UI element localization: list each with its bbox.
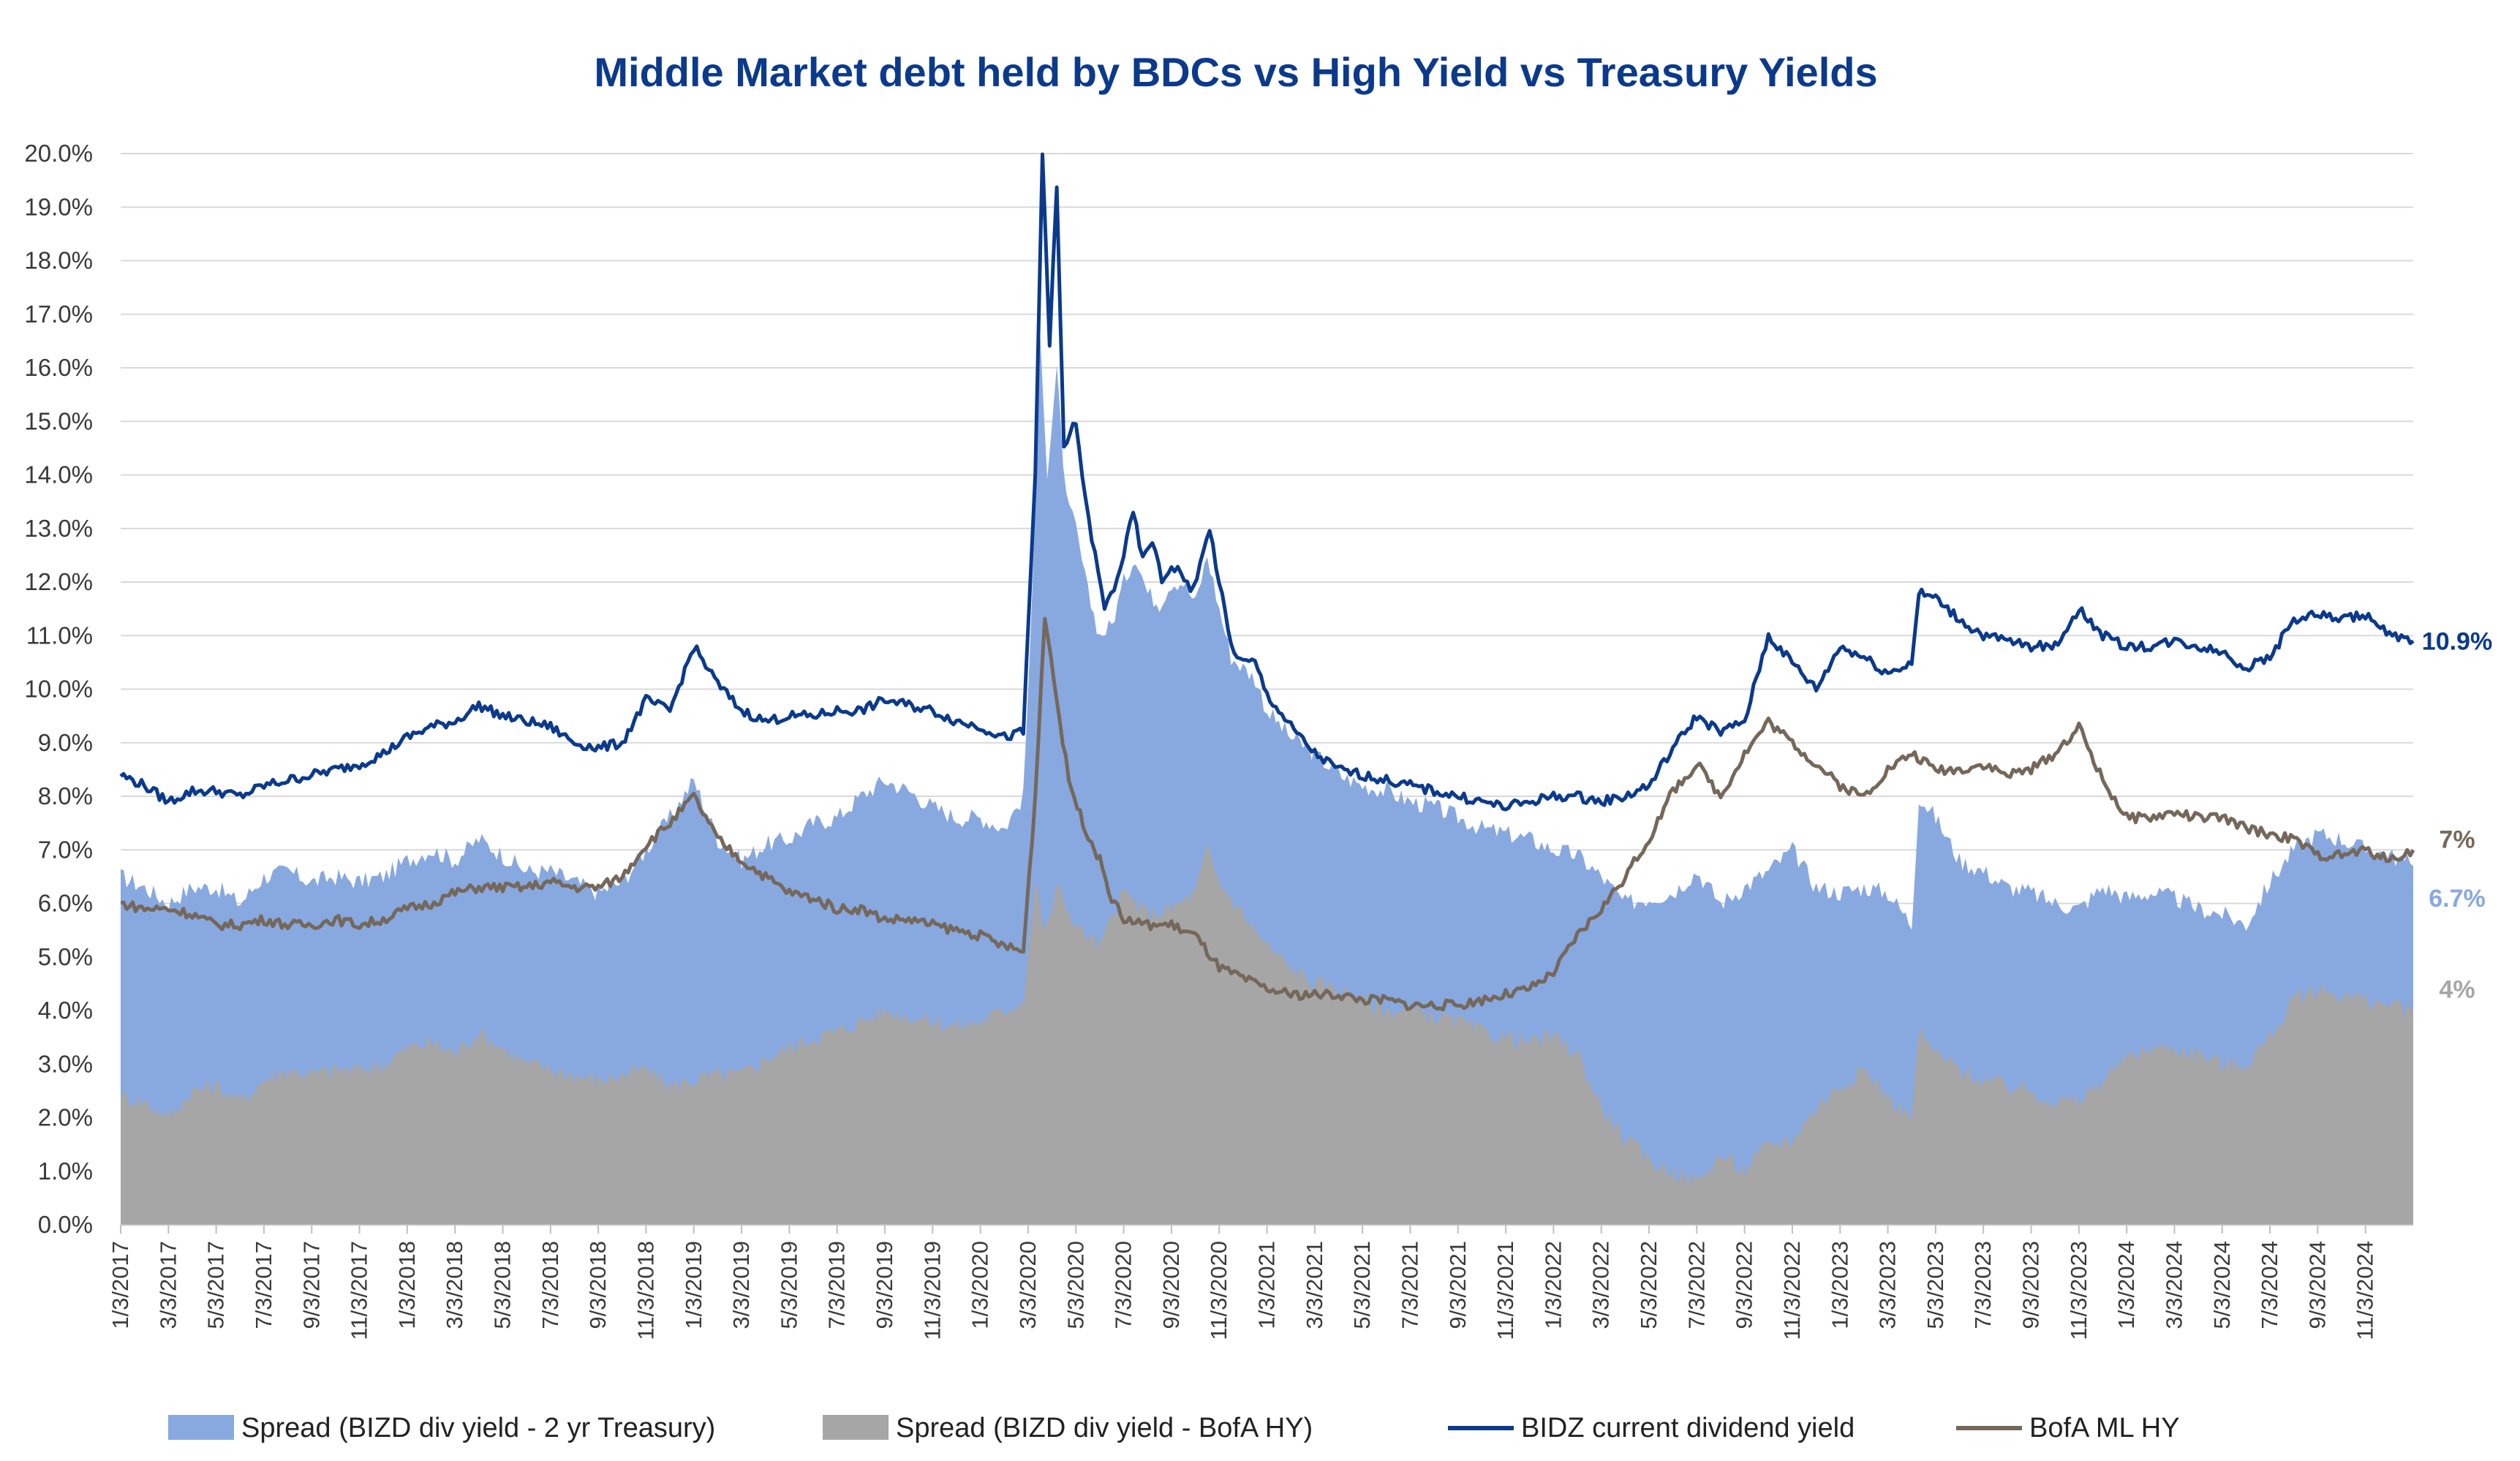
y-tick-label: 20.0% <box>24 140 93 167</box>
legend-label: BIDZ current dividend yield <box>1521 1413 1855 1443</box>
x-tick-label: 9/3/2020 <box>1158 1241 1184 1329</box>
y-tick-label: 15.0% <box>24 407 93 434</box>
x-tick-label: 9/3/2021 <box>1445 1241 1471 1329</box>
x-tick-label: 5/3/2020 <box>1063 1241 1088 1329</box>
line-3 <box>120 616 2415 1012</box>
x-tick-label: 1/3/2023 <box>1827 1241 1852 1329</box>
x-tick-label: 9/3/2017 <box>298 1241 324 1329</box>
area-1 <box>121 845 2413 1225</box>
x-tick-label: 9/3/2023 <box>2018 1241 2044 1329</box>
x-axis <box>120 1224 2413 1234</box>
x-tick-label: 9/3/2018 <box>585 1241 611 1329</box>
x-tick-label: 11/3/2024 <box>2353 1241 2378 1340</box>
x-tick-label: 1/3/2018 <box>394 1241 420 1329</box>
y-tick-label: 0.0% <box>38 1211 93 1238</box>
series-end-labels: 10.9% 7% 6.7% 4% <box>2422 628 2492 1004</box>
y-tick-label: 2.0% <box>38 1104 93 1131</box>
y-tick-label: 1.0% <box>38 1158 93 1185</box>
legend-swatch <box>823 1415 889 1440</box>
x-tick-label: 5/3/2017 <box>203 1241 229 1329</box>
y-tick-label: 4.0% <box>38 997 93 1024</box>
x-tick-label: 5/3/2018 <box>490 1241 516 1329</box>
x-tick-label: 11/3/2022 <box>1779 1241 1805 1340</box>
y-tick-label: 19.0% <box>24 193 93 220</box>
x-tick-label: 3/3/2019 <box>728 1241 754 1329</box>
x-tick-label: 7/3/2017 <box>251 1241 276 1329</box>
x-tick-label: 1/3/2024 <box>2113 1241 2139 1329</box>
area-series <box>121 333 2413 1225</box>
x-tick-label: 7/3/2024 <box>2257 1241 2282 1329</box>
y-tick-label: 3.0% <box>38 1050 93 1077</box>
y-tick-label: 16.0% <box>24 354 93 381</box>
x-tick-label: 3/3/2017 <box>155 1241 181 1329</box>
x-tick-label: 1/3/2017 <box>107 1241 133 1329</box>
line-2 <box>119 152 2415 812</box>
x-tick-label: 3/3/2024 <box>2161 1241 2187 1329</box>
x-tick-label: 5/3/2021 <box>1349 1241 1375 1329</box>
x-tick-label: 11/3/2020 <box>1206 1241 1231 1340</box>
legend: Spread (BIZD div yield - 2 yr Treasury) S… <box>168 1413 2180 1443</box>
x-tick-label: 1/3/2021 <box>1254 1241 1280 1329</box>
x-tick-label: 3/3/2018 <box>442 1241 467 1329</box>
end-label: 6.7% <box>2429 885 2486 913</box>
x-tick-label: 1/3/2022 <box>1540 1241 1566 1329</box>
y-tick-label: 18.0% <box>24 247 93 274</box>
x-tick-label: 3/3/2023 <box>1875 1241 1901 1329</box>
x-tick-label: 3/3/2021 <box>1302 1241 1327 1329</box>
x-tick-label: 9/3/2022 <box>1732 1241 1757 1329</box>
x-tick-label: 11/3/2018 <box>633 1241 658 1340</box>
area-0 <box>121 333 2413 1225</box>
end-label: 7% <box>2439 826 2475 854</box>
y-tick-label: 7.0% <box>38 836 93 863</box>
legend-swatch <box>168 1415 234 1440</box>
x-tick-label: 7/3/2023 <box>1970 1241 1996 1329</box>
x-tick-label: 11/3/2023 <box>2066 1241 2091 1340</box>
y-tick-label: 14.0% <box>24 461 93 488</box>
end-label: 10.9% <box>2422 628 2492 656</box>
y-axis-labels: 0.0% 1.0% 2.0% 3.0% 4.0% 5.0% 6.0% 7.0% 8.0% 9.0%… <box>24 140 93 1238</box>
y-tick-label: 11.0% <box>26 622 93 649</box>
line-series <box>119 152 2415 1012</box>
x-tick-label: 3/3/2022 <box>1588 1241 1614 1329</box>
legend-label: Spread (BIZD div yield - BofA HY) <box>896 1413 1313 1443</box>
legend-label: Spread (BIZD div yield - 2 yr Treasury) <box>241 1413 715 1443</box>
y-tick-label: 8.0% <box>38 782 93 809</box>
y-tick-label: 6.0% <box>38 890 93 917</box>
x-tick-label: 9/3/2024 <box>2304 1241 2330 1329</box>
x-axis-labels: 1/3/2017 3/3/2017 5/3/2017 7/3/2017 9/3/2017… <box>107 1241 2378 1340</box>
x-tick-label: 11/3/2021 <box>1493 1241 1518 1340</box>
x-tick-label: 7/3/2019 <box>824 1241 850 1329</box>
x-tick-label: 9/3/2019 <box>872 1241 897 1329</box>
x-tick-label: 7/3/2022 <box>1683 1241 1709 1329</box>
x-tick-label: 5/3/2024 <box>2209 1241 2235 1329</box>
chart-title: Middle Market debt held by BDCs vs High … <box>594 49 1877 95</box>
x-tick-label: 11/3/2017 <box>347 1241 372 1340</box>
end-label: 4% <box>2439 976 2475 1004</box>
x-tick-label: 7/3/2018 <box>537 1241 563 1329</box>
y-tick-label: 9.0% <box>38 729 93 756</box>
x-tick-label: 5/3/2019 <box>776 1241 801 1329</box>
x-tick-label: 1/3/2019 <box>681 1241 706 1329</box>
y-tick-label: 5.0% <box>38 943 93 970</box>
x-tick-label: 3/3/2020 <box>1015 1241 1041 1329</box>
y-tick-label: 12.0% <box>24 568 93 595</box>
x-tick-label: 5/3/2022 <box>1636 1241 1661 1329</box>
y-tick-label: 17.0% <box>24 301 93 328</box>
x-tick-label: 11/3/2019 <box>919 1241 945 1340</box>
y-tick-label: 10.0% <box>24 676 93 703</box>
x-tick-label: 1/3/2020 <box>967 1241 993 1329</box>
x-tick-label: 5/3/2023 <box>1923 1241 1948 1329</box>
x-tick-label: 7/3/2020 <box>1111 1241 1136 1329</box>
x-tick-label: 7/3/2021 <box>1397 1241 1422 1329</box>
legend-label: BofA ML HY <box>2029 1413 2180 1443</box>
y-tick-label: 13.0% <box>24 515 93 542</box>
